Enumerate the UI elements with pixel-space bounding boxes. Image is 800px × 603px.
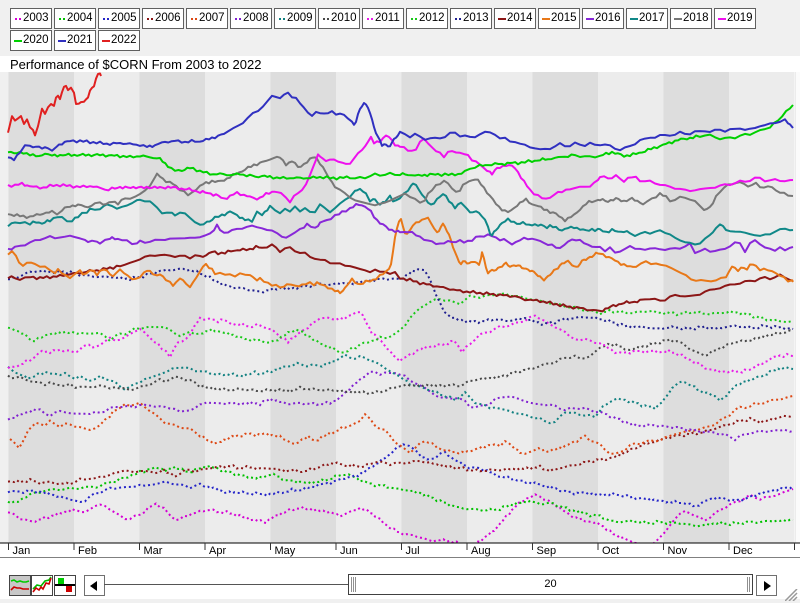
svg-text:Mar: Mar <box>144 545 163 557</box>
svg-text:Jul: Jul <box>406 545 420 557</box>
svg-text:Apr: Apr <box>209 545 226 557</box>
svg-text:Jan: Jan <box>13 545 31 557</box>
svg-text:May: May <box>275 545 296 557</box>
svg-text:Feb: Feb <box>78 545 97 557</box>
svg-text:Jun: Jun <box>340 545 358 557</box>
svg-text:Sep: Sep <box>537 545 557 557</box>
svg-text:Aug: Aug <box>471 545 491 557</box>
svg-text:Dec: Dec <box>733 545 753 557</box>
svg-text:Oct: Oct <box>602 545 619 557</box>
svg-text:Nov: Nov <box>668 545 688 557</box>
